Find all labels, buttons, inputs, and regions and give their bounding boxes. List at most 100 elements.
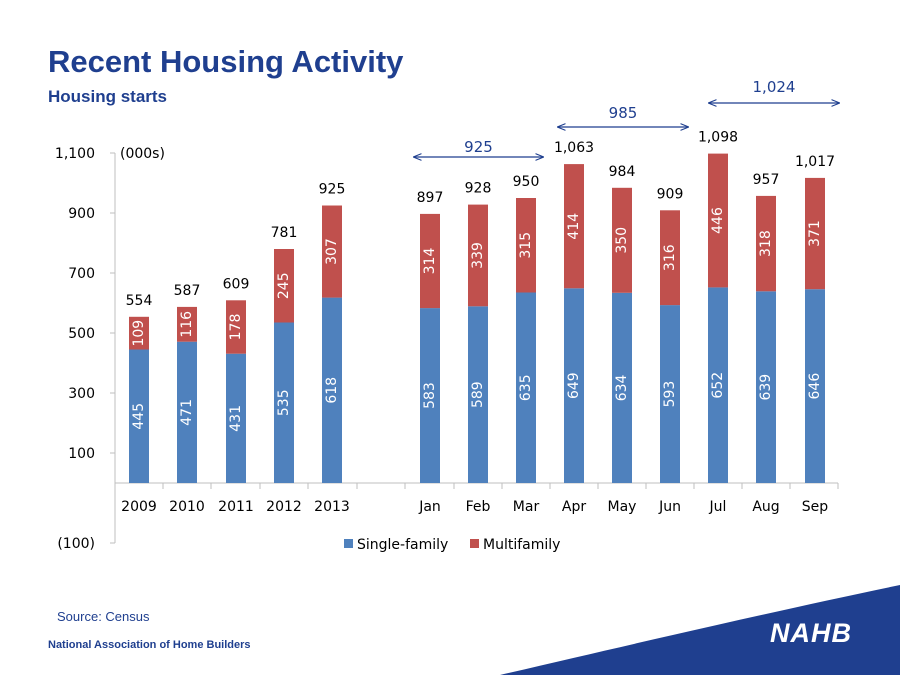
- x-tick-label: 2011: [218, 499, 254, 515]
- data-label-multifamily: 316: [662, 244, 678, 271]
- bar-single-family: [274, 322, 294, 483]
- legend-label: Multifamily: [483, 537, 560, 553]
- legend-swatch: [470, 539, 479, 548]
- y-tick-label: 300: [68, 386, 95, 402]
- y-tick-label: 1,100: [55, 146, 95, 162]
- nahb-logo: NAHB: [770, 618, 852, 648]
- bar-single-family: [564, 288, 584, 483]
- bar-multifamily: [756, 195, 776, 292]
- x-tick-label: Sep: [802, 499, 829, 515]
- x-tick-label: Aug: [752, 499, 779, 515]
- data-label-multifamily: 315: [518, 232, 534, 259]
- data-label-total: 554: [126, 293, 153, 309]
- x-tick-label: Feb: [466, 499, 491, 515]
- bar-multifamily: [468, 204, 488, 307]
- data-label-total: 984: [609, 164, 636, 180]
- bar-single-family: [177, 341, 197, 483]
- x-tick-label: May: [608, 499, 637, 515]
- data-label-multifamily: 371: [807, 220, 823, 247]
- bar-multifamily: [805, 177, 825, 290]
- data-label-total: 587: [174, 283, 201, 299]
- x-tick-label: 2009: [121, 499, 157, 515]
- bar-multifamily: [129, 316, 149, 350]
- bar-single-family: [756, 291, 776, 483]
- x-tick-label: Jul: [709, 499, 727, 515]
- bar-single-family: [226, 353, 246, 483]
- data-label-single-family: 583: [422, 382, 438, 409]
- data-label-total: 925: [319, 182, 346, 198]
- data-label-single-family: 589: [470, 381, 486, 408]
- data-label-single-family: 649: [566, 372, 582, 399]
- x-tick-label: Jan: [418, 499, 441, 515]
- data-label-multifamily: 116: [179, 311, 195, 338]
- data-label-multifamily: 414: [566, 213, 582, 240]
- page-subtitle: Housing starts: [48, 87, 168, 106]
- bar-single-family: [420, 308, 440, 483]
- x-tick-label: 2010: [169, 499, 205, 515]
- y-tick-label: 700: [68, 266, 95, 282]
- unit-label: (000s): [120, 146, 165, 162]
- y-tick-label: 500: [68, 326, 95, 342]
- bar-multifamily: [708, 153, 728, 288]
- annotation-label: 985: [609, 104, 638, 122]
- data-label-total: 1,017: [795, 154, 835, 170]
- data-label-total: 781: [271, 225, 298, 241]
- data-label-multifamily: 307: [324, 238, 340, 265]
- bar-multifamily: [660, 210, 680, 306]
- x-tick-label: Jun: [658, 499, 681, 515]
- organization-name: National Association of Home Builders: [48, 639, 251, 651]
- data-label-multifamily: 339: [470, 242, 486, 269]
- data-label-total: 957: [753, 172, 780, 188]
- data-label-multifamily: 109: [131, 320, 147, 347]
- legend-label: Single-family: [357, 537, 448, 553]
- bar-multifamily: [516, 198, 536, 293]
- x-tick-label: Mar: [513, 499, 540, 515]
- data-label-single-family: 535: [276, 389, 292, 416]
- data-label-single-family: 646: [807, 373, 823, 400]
- data-label-single-family: 639: [758, 374, 774, 401]
- bar-multifamily: [177, 306, 197, 342]
- bar-multifamily: [564, 164, 584, 289]
- y-tick-label: 100: [68, 446, 95, 462]
- data-label-multifamily: 245: [276, 272, 292, 299]
- data-label-multifamily: 446: [710, 207, 726, 234]
- bar-single-family: [612, 292, 632, 483]
- data-label-total: 897: [417, 190, 444, 206]
- x-tick-label: 2013: [314, 499, 350, 515]
- x-tick-label: 2012: [266, 499, 302, 515]
- annotation-label: 925: [464, 138, 493, 156]
- bar-single-family: [516, 292, 536, 483]
- data-label-single-family: 471: [179, 399, 195, 426]
- x-tick-label: Apr: [562, 499, 586, 515]
- data-label-single-family: 618: [324, 377, 340, 404]
- bar-single-family: [468, 306, 488, 483]
- data-label-single-family: 431: [228, 405, 244, 432]
- bar-multifamily: [226, 300, 246, 354]
- bar-single-family: [322, 297, 342, 483]
- data-label-single-family: 635: [518, 374, 534, 401]
- y-tick-label: 900: [68, 206, 95, 222]
- y-tick-label: (100): [57, 536, 95, 552]
- bar-multifamily: [322, 205, 342, 298]
- data-label-total: 1,063: [554, 140, 594, 156]
- data-label-total: 909: [657, 186, 684, 202]
- data-label-multifamily: 350: [614, 227, 630, 254]
- data-label-multifamily: 318: [758, 230, 774, 257]
- legend-swatch: [344, 539, 353, 548]
- data-label-single-family: 445: [131, 403, 147, 430]
- bar-multifamily: [420, 213, 440, 309]
- data-label-single-family: 593: [662, 381, 678, 408]
- page-title: Recent Housing Activity: [48, 44, 404, 79]
- source-note: Source: Census: [57, 609, 150, 624]
- bar-single-family: [129, 349, 149, 483]
- data-label-single-family: 634: [614, 374, 630, 401]
- bar-single-family: [708, 287, 728, 483]
- data-label-multifamily: 314: [422, 248, 438, 275]
- data-label-single-family: 652: [710, 372, 726, 399]
- bar-multifamily: [274, 249, 294, 323]
- bar-single-family: [805, 289, 825, 483]
- bar-single-family: [660, 305, 680, 483]
- bar-multifamily: [612, 187, 632, 293]
- data-label-total: 609: [223, 276, 250, 292]
- data-label-multifamily: 178: [228, 314, 244, 341]
